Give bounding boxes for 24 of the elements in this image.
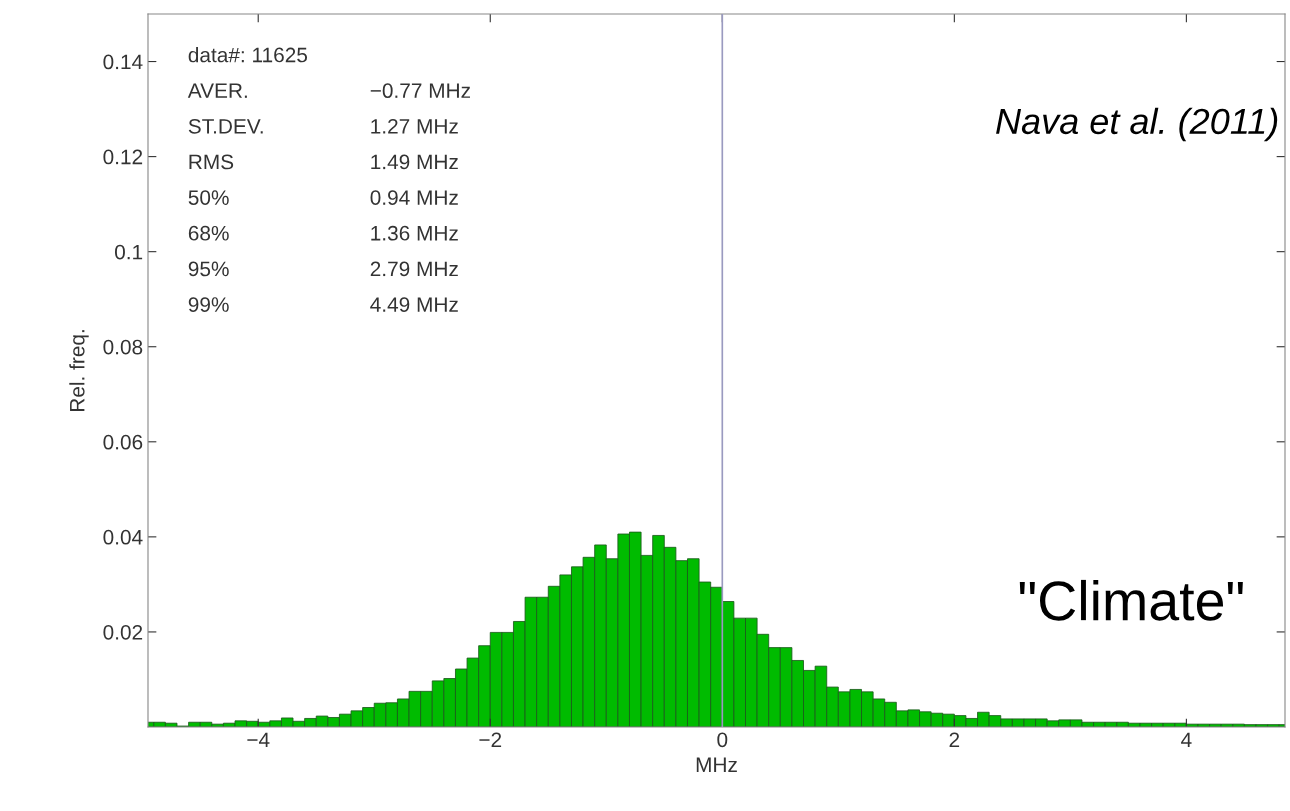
text: 99% 4.49 MHz (188, 297, 458, 312)
x-axis-title: MHz (696, 757, 737, 772)
text: 95% 2.79 MHz (188, 261, 458, 277)
x-tick-label: 0 (717, 732, 728, 748)
y-tick-label: 0.14 (103, 54, 143, 70)
text: RMS 1.49 MHz (189, 154, 458, 170)
y-tick-label: 0.06 (103, 434, 143, 450)
annotation: Nava et al. (2011) (996, 107, 1278, 142)
y-tick-label: 0.12 (103, 149, 143, 165)
annotation: data#: 11625 (188, 47, 308, 63)
y-tick-label: 0.02 (103, 624, 143, 640)
y-tick-label: 0.1 (114, 244, 143, 260)
x-tick-label: 2 (949, 732, 960, 747)
x-tick-label: −4 (247, 732, 270, 747)
text: AVER. −0.77 MHz (187, 83, 470, 99)
x-tick-label: −2 (479, 732, 502, 747)
annotation: "Climate" (1019, 579, 1243, 621)
text: 68% 1.36 MHz (188, 225, 458, 241)
y-axis-title: Rel. freq. (69, 330, 89, 412)
y-tick-label: 0.08 (103, 339, 143, 355)
x-tick-label: 4 (1181, 732, 1192, 747)
text: 50% 0.94 MHz (188, 190, 458, 205)
text: ST.DEV. 1.27 MHz (188, 118, 458, 134)
y-tick-label: 0.04 (103, 529, 143, 545)
